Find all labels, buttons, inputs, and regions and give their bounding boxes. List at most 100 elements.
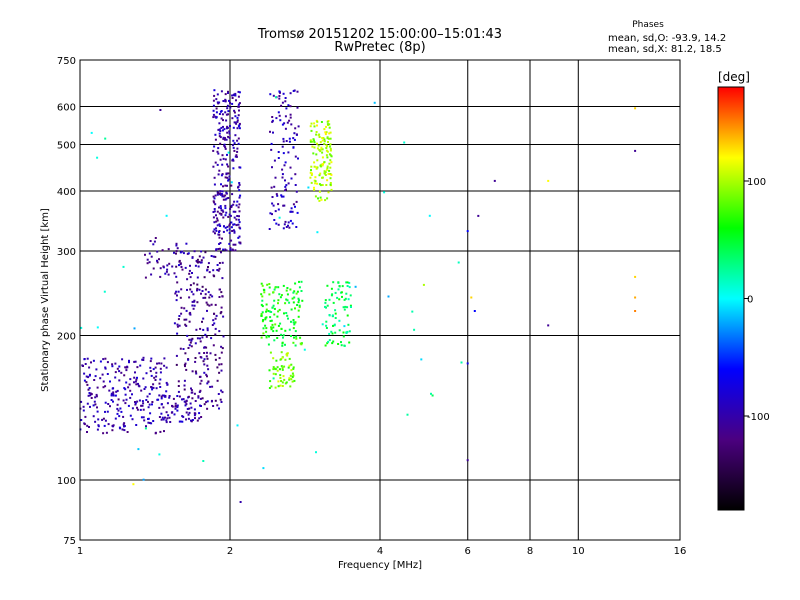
data-point: [140, 416, 143, 419]
data-point: [202, 317, 205, 320]
data-point: [289, 374, 292, 377]
data-point: [238, 183, 241, 186]
data-point: [150, 422, 153, 425]
data-point: [153, 376, 156, 379]
data-point: [163, 357, 166, 360]
data-point: [195, 328, 198, 331]
data-point: [189, 313, 192, 316]
data-point: [104, 385, 107, 388]
data-point: [326, 284, 329, 287]
data-point: [152, 267, 155, 270]
data-point: [214, 333, 217, 336]
data-point: [207, 368, 210, 371]
data-point: [194, 342, 197, 345]
data-point: [231, 193, 234, 196]
data-point: [175, 250, 178, 253]
data-point: [387, 295, 390, 298]
data-point: [159, 275, 162, 278]
data-point: [173, 251, 175, 254]
data-point: [166, 417, 169, 420]
data-point: [277, 223, 280, 226]
data-point: [321, 164, 324, 167]
data-point: [191, 397, 194, 400]
data-point: [148, 252, 151, 255]
data-point: [87, 388, 90, 391]
data-point: [86, 424, 89, 427]
data-point: [165, 381, 168, 384]
data-point: [289, 92, 292, 95]
data-point: [222, 119, 224, 122]
data-point: [235, 218, 238, 221]
data-point: [294, 184, 297, 186]
x-axis-ticks: 1 2 4 6 8 10 16: [77, 546, 687, 557]
data-point: [185, 411, 188, 414]
data-point: [172, 397, 175, 400]
data-point: [107, 403, 110, 405]
data-point: [180, 312, 183, 315]
data-point: [227, 178, 230, 181]
data-point: [165, 270, 168, 273]
data-point: [239, 194, 242, 197]
data-point: [198, 391, 201, 393]
data-point: [142, 402, 145, 405]
data-point: [114, 417, 117, 420]
data-point: [193, 414, 196, 417]
data-point: [228, 242, 231, 245]
data-point: [194, 417, 196, 420]
data-point: [118, 415, 121, 418]
data-point: [152, 368, 155, 371]
data-point: [185, 403, 188, 406]
data-point: [290, 123, 293, 126]
data-point: [206, 269, 209, 272]
data-point: [177, 385, 180, 387]
data-point: [331, 342, 334, 345]
data-point: [289, 105, 292, 108]
data-point: [272, 304, 275, 307]
data-point: [86, 357, 89, 360]
data-point: [298, 304, 301, 307]
data-point: [185, 242, 188, 245]
data-point: [102, 417, 105, 420]
data-point: [150, 273, 153, 276]
data-point: [176, 323, 179, 326]
data-point: [160, 403, 163, 406]
data-point: [203, 276, 206, 279]
data-point: [149, 366, 152, 369]
data-point: [298, 306, 301, 309]
data-point: [133, 381, 135, 384]
data-point: [131, 393, 133, 396]
data-point: [223, 225, 225, 228]
data-point: [318, 136, 321, 138]
data-point: [289, 116, 292, 119]
data-point: [228, 232, 231, 234]
data-point: [269, 320, 272, 322]
data-point: [348, 286, 351, 289]
data-point: [104, 401, 107, 404]
data-point: [220, 306, 223, 309]
data-point: [338, 329, 341, 332]
data-point: [204, 296, 207, 299]
phases-title: Phases: [632, 20, 664, 30]
data-point: [224, 146, 227, 149]
data-point: [268, 286, 271, 289]
data-point: [189, 311, 192, 314]
data-point: [194, 400, 197, 402]
data-point: [332, 301, 335, 304]
data-point: [277, 208, 280, 211]
data-point: [286, 121, 289, 124]
data-point: [223, 138, 226, 141]
data-point: [92, 415, 95, 418]
data-point: [285, 381, 288, 384]
data-point: [173, 322, 176, 325]
data-point: [221, 113, 224, 116]
data-point: [204, 288, 207, 291]
data-point: [180, 306, 183, 309]
data-point: [154, 431, 157, 434]
data-point: [228, 213, 231, 216]
data-point: [119, 407, 122, 410]
data-point: [274, 386, 277, 389]
data-point: [294, 205, 296, 208]
data-point: [354, 285, 357, 288]
data-point: [171, 265, 174, 268]
